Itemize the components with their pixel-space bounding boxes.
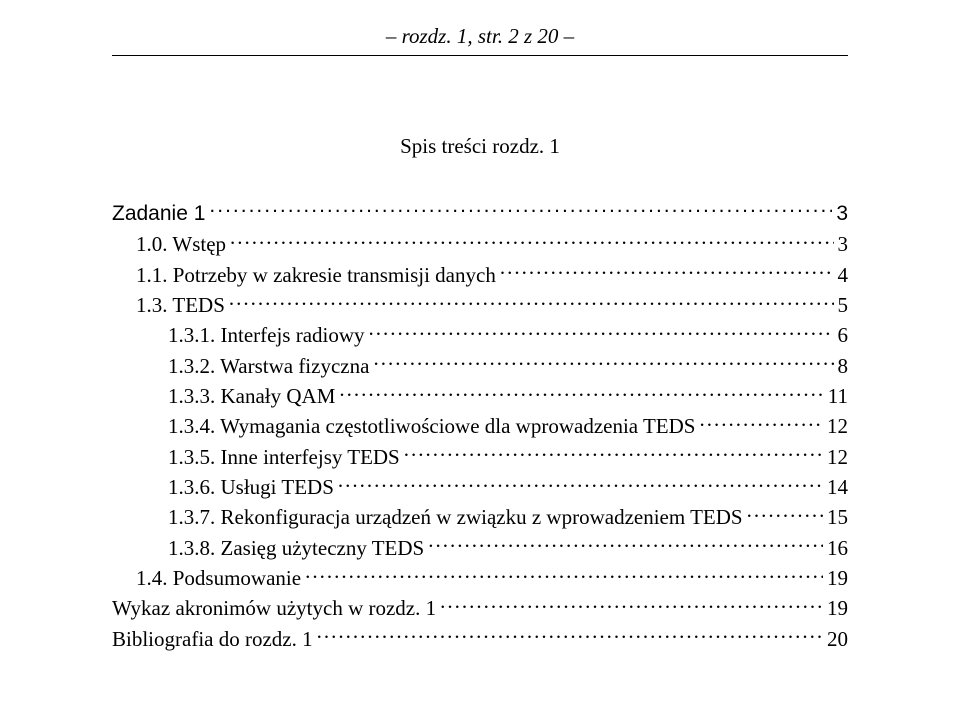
toc-row: 1.3.8. Zasięg użyteczny TEDS 16 [112, 534, 848, 562]
toc-entry-label: Bibliografia do rozdz. 1 [112, 625, 313, 653]
toc-leader-dots [699, 412, 823, 433]
toc-leader-dots [500, 261, 834, 282]
toc-entry-label: 1.3.3. Kanały QAM [168, 382, 335, 410]
toc-entry-label: 1.3.6. Usługi TEDS [168, 473, 334, 501]
toc-entry-label: 1.3.7. Rekonfiguracja urządzeń w związku… [168, 503, 743, 531]
toc-entry-page: 3 [838, 230, 849, 258]
toc-entry-page: 15 [827, 503, 848, 531]
toc-entry-label: 1.3.8. Zasięg użyteczny TEDS [168, 534, 424, 562]
toc-title: Spis treści rozdz. 1 [112, 134, 848, 159]
toc-entry-page: 16 [827, 534, 848, 562]
toc-entry-page: 20 [827, 625, 848, 653]
toc-entry-page: 12 [827, 443, 848, 471]
toc-entry-label: 1.3.4. Wymagania częstotliwościowe dla w… [168, 412, 695, 440]
toc-leader-dots [428, 534, 823, 555]
toc-entry-label: 1.0. Wstęp [136, 230, 226, 258]
toc-leader-dots [305, 564, 823, 585]
toc-leader-dots [229, 291, 834, 312]
toc-row: 1.1. Potrzeby w zakresie transmisji dany… [112, 261, 848, 289]
toc-leader-dots [747, 503, 823, 524]
toc-entry-page: 12 [827, 412, 848, 440]
toc-leader-dots [317, 625, 823, 646]
toc-leader-dots [440, 594, 823, 615]
toc-row: 1.3.3. Kanały QAM 11 [112, 382, 848, 410]
toc-entry-page: 6 [838, 321, 849, 349]
toc-row: Bibliografia do rozdz. 1 20 [112, 625, 848, 653]
toc-leader-dots [373, 352, 833, 373]
toc-row: 1.3.1. Interfejs radiowy 6 [112, 321, 848, 349]
toc-entry-page: 19 [827, 594, 848, 622]
toc-leader-dots [338, 473, 823, 494]
document-page: – rozdz. 1, str. 2 z 20 – Spis treści ro… [0, 0, 960, 653]
toc-entry-page: 8 [838, 352, 849, 380]
toc-leader-dots [404, 443, 823, 464]
toc-entry-label: Zadanie 1 [112, 200, 205, 228]
page-header: – rozdz. 1, str. 2 z 20 – [112, 24, 848, 49]
toc-entry-label: 1.3.2. Warstwa fizyczna [168, 352, 369, 380]
toc-entry-page: 5 [838, 291, 849, 319]
toc-row: 1.3.4. Wymagania częstotliwościowe dla w… [112, 412, 848, 440]
toc-entry-page: 4 [838, 261, 849, 289]
toc-row: 1.3.6. Usługi TEDS 14 [112, 473, 848, 501]
toc-leader-dots [339, 382, 823, 403]
toc-row: 1.4. Podsumowanie 19 [112, 564, 848, 592]
toc-row: Zadanie 1 3 [112, 199, 848, 228]
toc-row: 1.3.5. Inne interfejsy TEDS 12 [112, 443, 848, 471]
toc-entry-page: 14 [827, 473, 848, 501]
toc-entry-page: 11 [828, 382, 848, 410]
toc-entry-page: 19 [827, 564, 848, 592]
toc-row: 1.3.2. Warstwa fizyczna 8 [112, 352, 848, 380]
toc-entry-page: 3 [836, 200, 848, 228]
toc-entry-label: 1.3.5. Inne interfejsy TEDS [168, 443, 400, 471]
header-rule [112, 55, 848, 56]
toc-row: 1.3. TEDS 5 [112, 291, 848, 319]
toc-entry-label: 1.4. Podsumowanie [136, 564, 301, 592]
toc-entry-label: Wykaz akronimów użytych w rozdz. 1 [112, 594, 436, 622]
toc-entry-label: 1.3.1. Interfejs radiowy [168, 321, 365, 349]
toc-leader-dots [230, 230, 833, 251]
toc-row: 1.0. Wstęp 3 [112, 230, 848, 258]
table-of-contents: Zadanie 1 31.0. Wstęp 31.1. Potrzeby w z… [112, 199, 848, 653]
toc-row: Wykaz akronimów użytych w rozdz. 1 19 [112, 594, 848, 622]
toc-leader-dots [369, 321, 834, 342]
toc-entry-label: 1.1. Potrzeby w zakresie transmisji dany… [136, 261, 496, 289]
toc-row: 1.3.7. Rekonfiguracja urządzeń w związku… [112, 503, 848, 531]
toc-entry-label: 1.3. TEDS [136, 291, 225, 319]
toc-leader-dots [209, 199, 832, 220]
